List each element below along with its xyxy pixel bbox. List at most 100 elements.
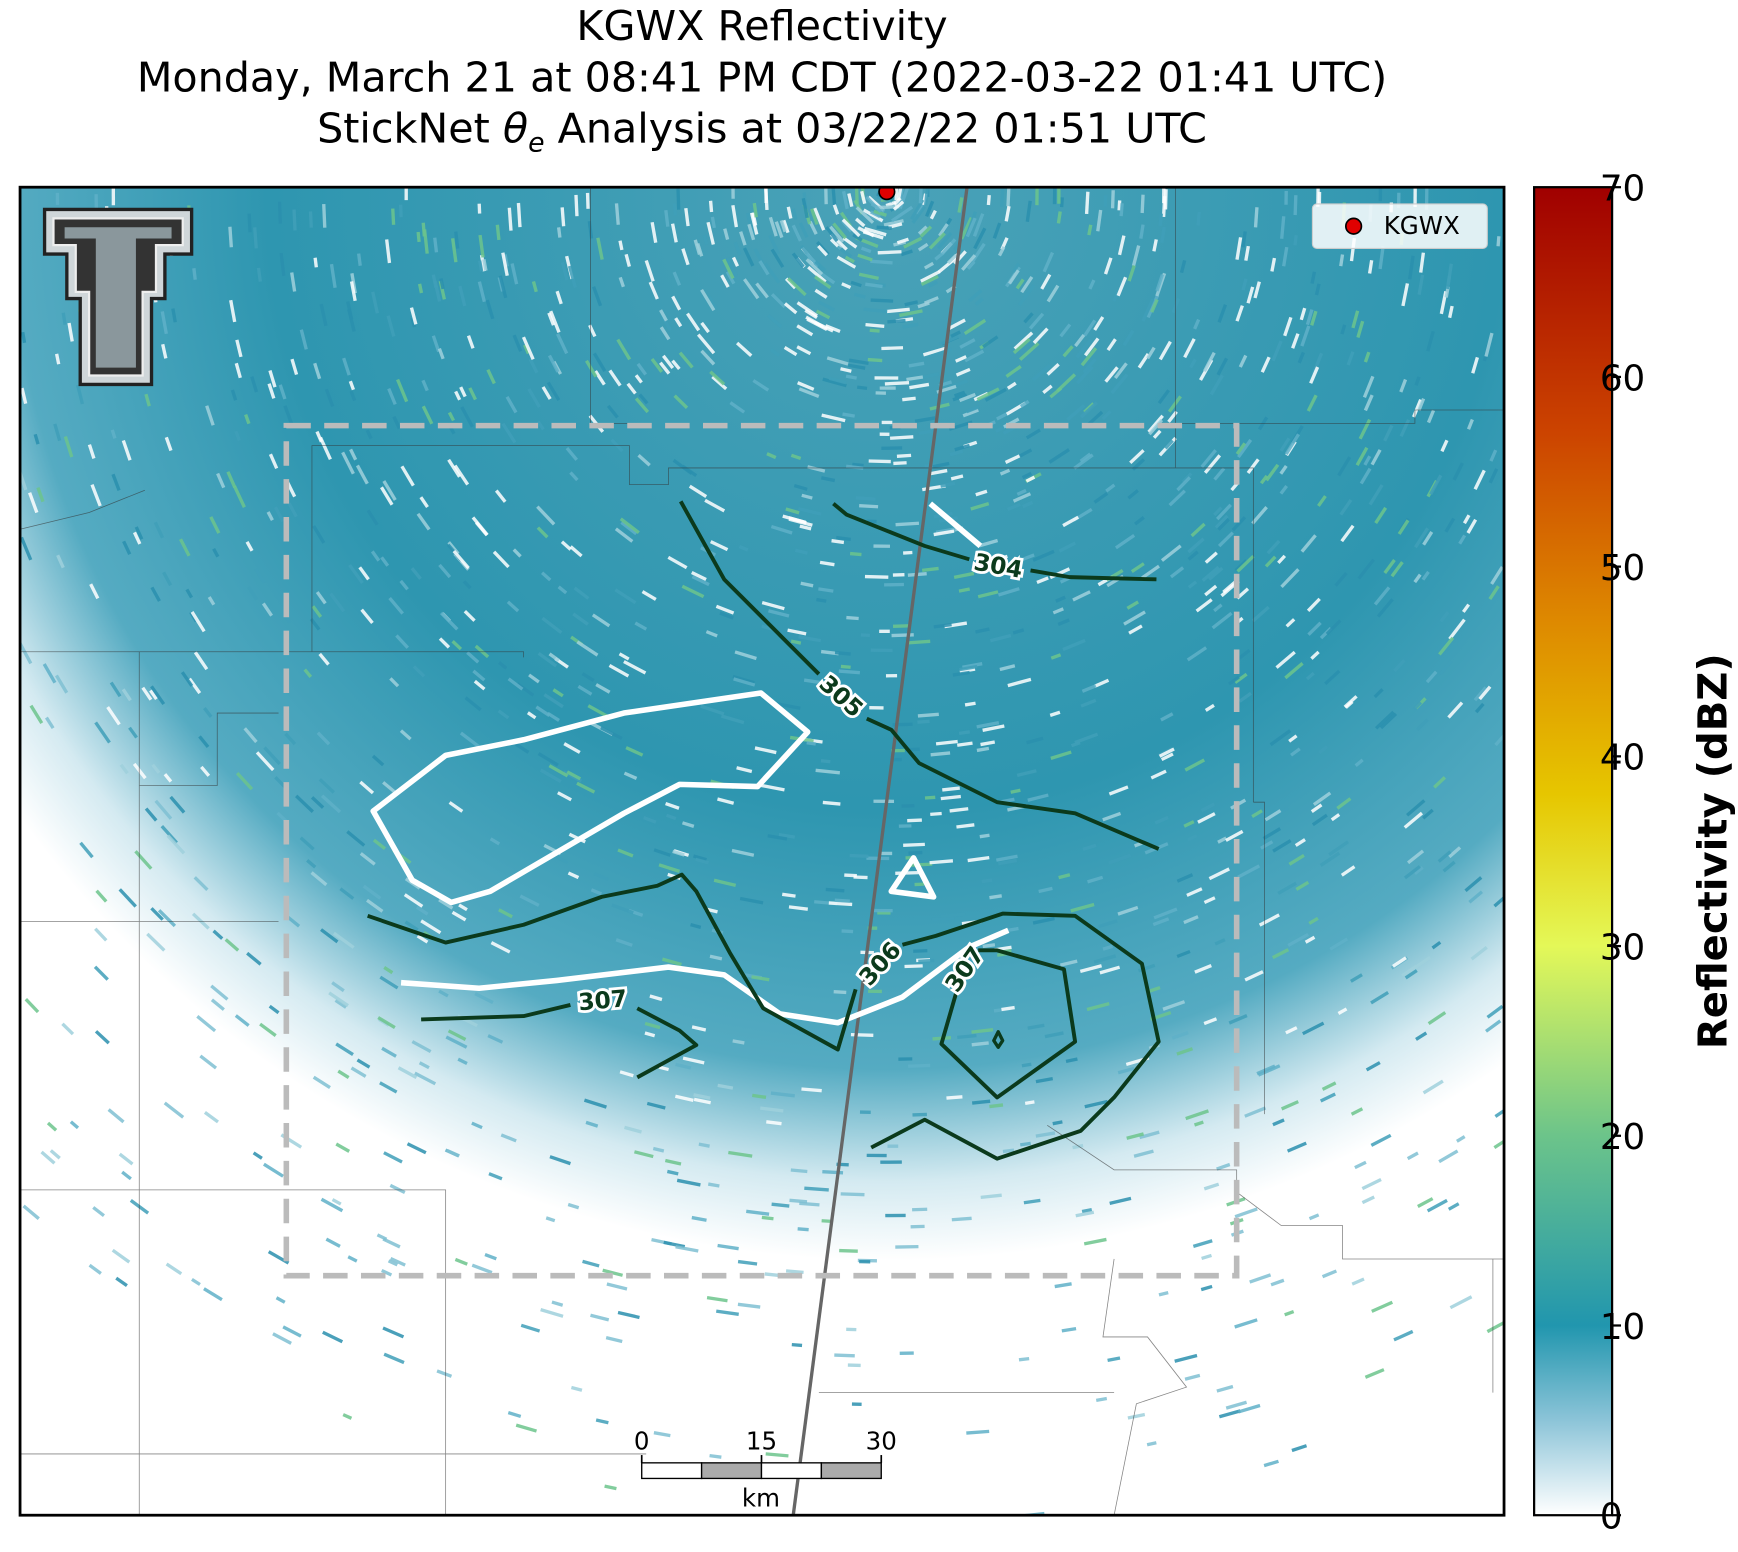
radar-gate xyxy=(1054,1282,1072,1289)
radar-gate xyxy=(929,859,954,865)
radar-gate xyxy=(972,1099,991,1105)
radar-gate xyxy=(1122,329,1135,347)
radar-gate xyxy=(111,1248,131,1264)
radar-gate xyxy=(976,746,990,753)
radar-gate xyxy=(205,405,215,426)
radar-gate xyxy=(20,387,28,405)
radar-gate xyxy=(528,358,539,374)
radar-gate xyxy=(936,232,953,250)
radar-gate xyxy=(1019,342,1040,361)
radar-gate xyxy=(925,200,935,218)
radar-gate xyxy=(1390,561,1404,578)
radar-gate xyxy=(454,231,460,249)
radar-gate xyxy=(1012,337,1031,355)
radar-gate xyxy=(122,540,132,555)
radar-gate xyxy=(976,721,1000,729)
radar-gate xyxy=(1422,1079,1444,1095)
radar-gate xyxy=(860,190,867,205)
radar-gate xyxy=(1114,534,1136,550)
radar-gate xyxy=(788,905,808,911)
radar-gate xyxy=(1049,386,1063,399)
radar-gate xyxy=(1123,610,1146,626)
radar-gate xyxy=(1238,354,1248,368)
radar-gate xyxy=(804,308,818,320)
radar-gate xyxy=(1272,839,1292,853)
radar-gate xyxy=(999,664,1016,672)
radar-gate xyxy=(391,208,396,225)
radar-gate xyxy=(1437,850,1452,863)
radar-gate xyxy=(898,824,912,828)
radar-gate xyxy=(900,249,913,257)
radar-gate xyxy=(1079,964,1103,973)
radar-gate xyxy=(1295,880,1310,891)
radar-gate xyxy=(536,526,549,539)
radar-gate xyxy=(859,1259,871,1264)
radar-gate xyxy=(95,889,108,903)
radar-gate xyxy=(1083,337,1100,357)
radar-gate xyxy=(736,766,753,774)
radar-gate xyxy=(619,1070,634,1078)
radar-gate xyxy=(1439,611,1450,623)
radar-gate xyxy=(1214,938,1226,946)
radar-gate xyxy=(961,254,977,271)
radar-gate xyxy=(928,280,939,288)
radar-gate xyxy=(1293,234,1298,246)
radar-gate xyxy=(587,704,609,719)
radar-gate xyxy=(318,778,335,794)
radar-gate xyxy=(485,299,495,320)
radar-gate xyxy=(560,540,572,551)
radar-gate xyxy=(940,481,956,488)
radar-gate xyxy=(1378,246,1385,270)
radar-gate xyxy=(209,516,221,534)
radar-gate xyxy=(684,207,690,227)
radar-gate xyxy=(1141,564,1160,580)
radar-gate xyxy=(1127,264,1136,282)
radar-gate xyxy=(783,346,798,357)
radar-gate xyxy=(798,222,809,239)
radar-gate xyxy=(1373,586,1391,606)
radar-gate xyxy=(1225,1400,1248,1410)
radar-gate xyxy=(1426,1198,1448,1213)
radar-gate xyxy=(355,464,369,485)
radar-gate xyxy=(1312,791,1332,807)
radar-gate xyxy=(915,204,924,216)
radar-gate xyxy=(244,414,251,425)
radar-gate xyxy=(1427,1011,1447,1025)
radar-gate xyxy=(754,746,777,755)
radar-gate xyxy=(1288,853,1305,866)
radar-gate xyxy=(555,290,563,305)
radar-gate xyxy=(1339,498,1353,516)
radar-gate xyxy=(1361,1195,1375,1205)
radar-gate xyxy=(788,517,813,527)
radar-gate xyxy=(731,848,755,857)
radar-gate xyxy=(1486,579,1500,597)
radar-gate xyxy=(1006,381,1017,390)
radar-gate xyxy=(649,994,663,1002)
radar-gate xyxy=(1265,463,1280,482)
radar-gate xyxy=(1171,1030,1189,1040)
map-frame xyxy=(18,185,1506,1517)
radar-gate xyxy=(818,300,835,312)
radar-gate xyxy=(801,1087,822,1093)
radar-gate xyxy=(723,228,730,241)
radar-gate xyxy=(966,260,976,270)
radar-gate xyxy=(228,226,233,248)
radar-gate xyxy=(569,545,583,558)
radar-gate xyxy=(512,334,523,352)
radar-gate xyxy=(141,686,153,701)
radar-gate xyxy=(791,224,802,242)
radar-gate xyxy=(1307,621,1322,636)
radar-gate xyxy=(1035,187,1039,206)
colorbar-tick-label: 0 xyxy=(1600,1497,1623,1538)
radar-gate xyxy=(659,326,671,341)
radar-gate xyxy=(1371,1300,1394,1313)
radar-gate xyxy=(813,207,826,231)
radar-gate xyxy=(1046,363,1060,376)
radar-gate xyxy=(1415,1031,1428,1041)
radar-gate xyxy=(255,751,275,772)
radar-gate xyxy=(870,259,893,265)
radar-gate xyxy=(1370,1133,1392,1147)
radar-gate xyxy=(638,393,649,405)
radar-gate xyxy=(445,1035,468,1049)
radar-gate xyxy=(737,1259,758,1266)
